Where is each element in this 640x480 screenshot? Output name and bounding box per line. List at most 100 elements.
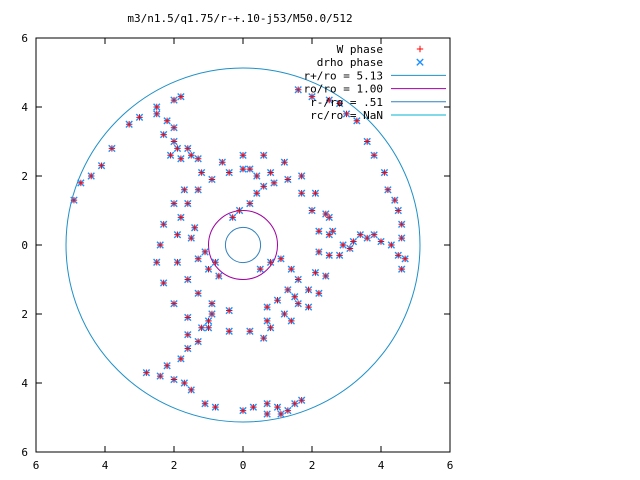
w-phase-point — [153, 259, 160, 266]
x-tick-label: 6 — [33, 459, 40, 472]
w-phase-point — [163, 117, 171, 124]
w-phase-point — [284, 407, 292, 414]
legend-label: r-/ro = .51 — [310, 96, 383, 109]
w-phase-point — [277, 255, 285, 262]
w-phase-point — [364, 234, 371, 242]
w-phase-point — [277, 410, 285, 418]
w-phase-point — [70, 196, 78, 204]
w-phase-point — [208, 300, 216, 307]
w-phase-point — [267, 169, 274, 176]
w-phase-point — [98, 162, 105, 169]
arm-series — [173, 165, 323, 325]
w-phase-point — [239, 152, 247, 159]
w-phase-point — [350, 238, 357, 245]
w-phase-point — [212, 259, 219, 266]
w-phase-point — [177, 155, 185, 162]
w-phase-point — [205, 265, 212, 273]
w-phase-point — [370, 152, 378, 159]
w-phase-point — [353, 117, 361, 124]
w-phase-point — [236, 207, 243, 214]
w-phase-point — [184, 314, 191, 321]
w-phase-point — [143, 369, 150, 376]
w-phase-point — [336, 100, 343, 107]
w-phase-point — [184, 145, 191, 152]
w-phase-point — [208, 176, 216, 183]
w-phase-point — [336, 252, 343, 259]
w-phase-point — [339, 241, 347, 249]
w-phase-point — [194, 155, 202, 162]
w-phase-point — [212, 403, 219, 411]
w-phase-point — [153, 103, 160, 111]
w-phase-point — [260, 183, 267, 190]
w-phase-point — [160, 221, 167, 228]
w-phase-point — [326, 252, 333, 259]
w-phase-point — [308, 207, 316, 214]
w-phase-point — [391, 196, 398, 204]
w-phase-point — [305, 303, 312, 311]
w-phase-point — [401, 255, 409, 262]
plot-frame — [35, 37, 451, 453]
w-phase-point — [322, 210, 329, 218]
w-phase-point — [174, 145, 181, 152]
legend-label: W phase — [337, 43, 383, 56]
x-tick-label: 4 — [102, 459, 109, 472]
w-phase-point — [194, 338, 202, 345]
w-phase-point — [312, 190, 319, 197]
w-phase-point — [388, 241, 395, 249]
w-phase-point — [184, 200, 191, 207]
w-phase-point — [177, 355, 185, 363]
w-phase-point — [226, 328, 233, 335]
w-phase-point — [184, 331, 191, 338]
w-phase-point — [395, 207, 402, 214]
w-phase-point — [188, 386, 195, 394]
w-phase-point — [194, 255, 202, 262]
w-phase-point — [239, 407, 247, 414]
w-phase-point — [357, 231, 364, 238]
w-phase-point — [229, 214, 236, 221]
arm-series — [187, 165, 302, 311]
w-phase-point — [246, 200, 254, 207]
w-phase-point — [253, 172, 260, 180]
w-phase-point — [191, 224, 198, 231]
w-phase-point — [395, 252, 402, 259]
w-phase-point — [194, 186, 202, 193]
y-tick-label: 6 — [21, 446, 28, 459]
w-phase-point — [370, 231, 378, 238]
w-phase-point — [270, 179, 278, 187]
w-phase-point — [384, 186, 392, 193]
w-phase-point — [205, 324, 212, 331]
w-phase-point — [398, 221, 405, 228]
w-phase-point — [364, 138, 371, 145]
w-phase-point — [281, 159, 288, 166]
w-phase-point — [177, 93, 185, 100]
w-phase-point — [295, 276, 302, 283]
arm-series — [239, 334, 306, 418]
w-phase-point — [263, 303, 271, 311]
w-phase-point — [322, 272, 329, 280]
y-tick-label: 2 — [21, 170, 28, 183]
w-phase-point — [274, 403, 281, 411]
w-phase-point — [177, 214, 185, 221]
arm-series — [142, 310, 220, 411]
legend-label: ro/ro = 1.00 — [304, 83, 383, 96]
w-phase-point — [170, 376, 178, 383]
y-tick-label: 2 — [21, 308, 28, 321]
w-phase-point — [281, 310, 288, 318]
w-phase-point — [263, 400, 271, 407]
w-phase-point — [326, 231, 333, 238]
reference-circle — [208, 210, 278, 280]
w-phase-point — [88, 172, 95, 180]
w-phase-point — [284, 286, 292, 294]
x-tick-label: 2 — [309, 459, 316, 472]
w-phase-point — [170, 300, 178, 307]
w-phase-point — [416, 45, 424, 53]
w-phase-point — [250, 403, 257, 411]
w-phase-point — [170, 124, 178, 131]
w-phase-point — [184, 276, 191, 283]
w-phase-point — [253, 190, 260, 197]
w-phase-point — [246, 165, 254, 173]
y-tick-label: 4 — [21, 377, 28, 390]
w-phase-point — [136, 114, 143, 121]
arm-series — [70, 92, 202, 204]
